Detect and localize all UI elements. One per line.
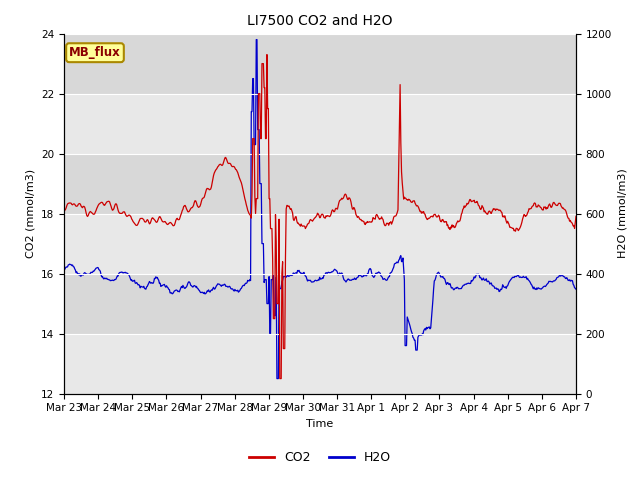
Bar — [64, 334, 576, 394]
Legend: CO2, H2O: CO2, H2O — [244, 446, 396, 469]
Title: LI7500 CO2 and H2O: LI7500 CO2 and H2O — [247, 14, 393, 28]
Bar — [64, 34, 576, 94]
Bar — [64, 274, 576, 334]
X-axis label: Time: Time — [307, 419, 333, 429]
Bar — [64, 214, 576, 274]
Bar — [64, 154, 576, 214]
Bar — [64, 94, 576, 154]
Text: MB_flux: MB_flux — [69, 46, 121, 59]
Y-axis label: H2O (mmol/m3): H2O (mmol/m3) — [618, 169, 628, 258]
Y-axis label: CO2 (mmol/m3): CO2 (mmol/m3) — [26, 169, 35, 258]
